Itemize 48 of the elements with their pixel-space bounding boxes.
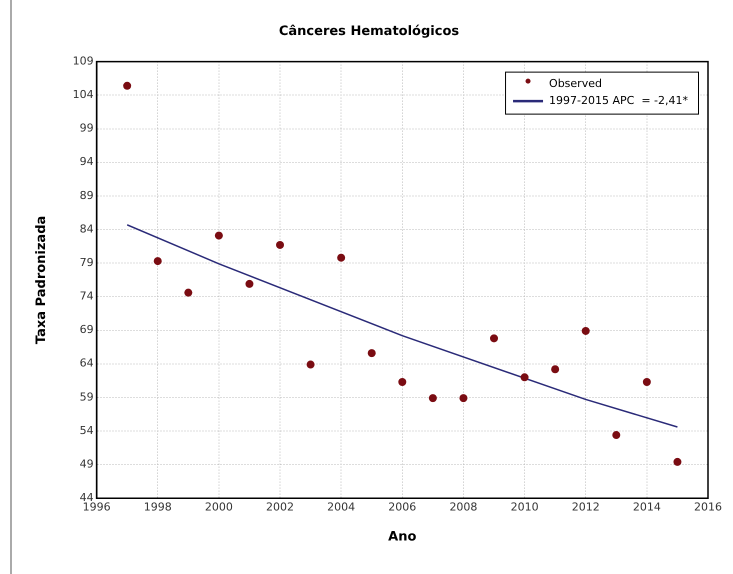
y-tick-label: 79 <box>80 256 94 269</box>
point <box>642 378 651 386</box>
x-tick-label: 2002 <box>266 500 294 514</box>
legend-label: 1997-2015 APC = -2,41* <box>549 94 688 107</box>
x-tick-label: 2010 <box>510 500 539 514</box>
point <box>612 431 620 440</box>
point <box>214 232 223 240</box>
point <box>306 360 315 369</box>
x-tick-label: 1998 <box>144 500 172 514</box>
point <box>398 378 406 386</box>
y-tick-label: 109 <box>72 54 94 68</box>
point <box>490 334 498 342</box>
y-axis-title: Taxa Padronizada <box>34 216 50 344</box>
chart-title: Cânceres Hematológicos <box>278 24 460 40</box>
y-tick-label: 84 <box>80 222 94 236</box>
y-tick-label: 89 <box>80 188 94 202</box>
point <box>337 254 346 262</box>
point <box>673 458 682 466</box>
point <box>276 240 284 249</box>
point <box>245 280 254 288</box>
y-tick-label: 69 <box>80 323 94 336</box>
x-tick-label: 2004 <box>327 500 356 514</box>
x-tick-label: 2014 <box>632 500 661 514</box>
y-tick-label: 99 <box>80 122 94 135</box>
y-tick-label: 104 <box>72 88 94 102</box>
y-tick-label: 59 <box>80 390 94 404</box>
y-tick-label: 54 <box>80 424 94 437</box>
y-tick-label: 49 <box>80 457 94 470</box>
point <box>184 288 192 297</box>
point <box>428 394 437 402</box>
point <box>368 349 376 358</box>
point <box>123 82 132 90</box>
x-tick-label: 2016 <box>694 500 722 514</box>
point <box>459 394 468 402</box>
x-axis-title: Ano <box>388 530 416 545</box>
point <box>520 373 529 382</box>
y-tick-label: 74 <box>80 290 94 303</box>
y-tick-label: 64 <box>80 356 94 370</box>
y-tick-label: 94 <box>80 155 94 168</box>
point <box>154 257 162 266</box>
legend-label: Observed <box>549 76 602 90</box>
x-tick-label: 2008 <box>449 500 478 514</box>
x-tick-label: 1996 <box>82 500 111 514</box>
x-tick-label: 2006 <box>388 500 416 514</box>
point <box>551 365 560 374</box>
point <box>582 326 590 335</box>
x-tick-label: 2000 <box>204 500 233 514</box>
x-tick-label: 2012 <box>572 500 600 514</box>
